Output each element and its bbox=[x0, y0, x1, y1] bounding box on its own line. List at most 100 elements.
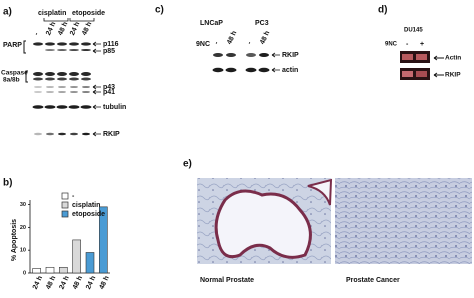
caption: Prostate Cancer bbox=[346, 277, 400, 284]
legend-swatch bbox=[61, 201, 69, 209]
group-label: etoposide bbox=[72, 10, 105, 17]
band bbox=[69, 49, 79, 51]
row-label: 8a/8b bbox=[3, 77, 20, 84]
band bbox=[32, 105, 44, 109]
band bbox=[81, 42, 91, 46]
x-tick-label: 48 h bbox=[45, 275, 57, 291]
band bbox=[58, 86, 66, 88]
x-tick-label: 48 h bbox=[72, 275, 84, 291]
band bbox=[69, 77, 79, 81]
lane-label: 48 h bbox=[57, 21, 69, 37]
band bbox=[82, 86, 90, 88]
row-label: PARP bbox=[3, 42, 22, 49]
cell-line: PC3 bbox=[255, 20, 269, 27]
band bbox=[56, 105, 68, 109]
band-label: p41 bbox=[103, 89, 115, 96]
band bbox=[69, 72, 79, 76]
band bbox=[246, 53, 256, 57]
band bbox=[82, 91, 90, 93]
band bbox=[80, 105, 92, 109]
legend-label: etoposide bbox=[72, 211, 105, 218]
x-tick-label: 24 h bbox=[32, 275, 44, 291]
band bbox=[81, 72, 91, 76]
band-label: RKIP bbox=[103, 131, 120, 138]
arrow bbox=[271, 67, 280, 73]
band-label: p85 bbox=[103, 48, 115, 55]
gland bbox=[214, 189, 312, 259]
arrow bbox=[92, 84, 101, 90]
bar bbox=[99, 206, 108, 274]
band bbox=[57, 77, 67, 81]
y-tick-label: 0 bbox=[23, 270, 26, 276]
legend-label: - bbox=[72, 193, 75, 200]
band bbox=[212, 67, 224, 73]
arrow bbox=[271, 52, 280, 58]
band bbox=[45, 72, 55, 76]
bracket bbox=[25, 70, 28, 83]
band bbox=[69, 42, 79, 46]
gland bbox=[307, 178, 333, 206]
band bbox=[245, 67, 257, 73]
band bbox=[58, 91, 66, 93]
panel-label: d) bbox=[378, 5, 387, 16]
lane-label: - bbox=[213, 40, 221, 46]
histology-image bbox=[335, 178, 472, 264]
arrow bbox=[92, 131, 101, 137]
x-tick-label: 24 h bbox=[58, 275, 70, 291]
panel-label: a) bbox=[3, 7, 12, 18]
band bbox=[82, 132, 90, 136]
band-label: actin bbox=[282, 67, 298, 74]
band bbox=[45, 42, 55, 46]
caption: Normal Prostate bbox=[200, 277, 254, 284]
legend-label: cisplatin bbox=[72, 202, 100, 209]
cell-line: DU145 bbox=[404, 28, 423, 34]
band bbox=[70, 86, 78, 88]
bar bbox=[32, 268, 41, 274]
band bbox=[81, 49, 91, 51]
band bbox=[46, 86, 54, 88]
band bbox=[226, 53, 236, 57]
lane-label: 48 h bbox=[226, 30, 238, 46]
panel-label: b) bbox=[3, 178, 12, 189]
band-label: RKIP bbox=[445, 72, 461, 79]
band bbox=[213, 53, 223, 57]
band bbox=[225, 67, 237, 73]
arrow bbox=[433, 55, 444, 78]
x-tick-label: 24 h bbox=[85, 275, 97, 291]
band bbox=[402, 54, 413, 60]
band bbox=[45, 49, 55, 51]
row-label: Caspase bbox=[1, 70, 28, 77]
band bbox=[46, 132, 54, 136]
bar bbox=[72, 239, 81, 274]
bar bbox=[59, 266, 68, 274]
bracket bbox=[43, 18, 95, 22]
panel-label: c) bbox=[155, 5, 164, 16]
lane-label: + bbox=[420, 41, 424, 48]
lane-label: 24 h bbox=[69, 21, 81, 37]
band bbox=[57, 49, 67, 51]
legend-swatch bbox=[61, 192, 69, 200]
lane-label: 24 h bbox=[45, 21, 57, 37]
band-label: Actin bbox=[445, 55, 461, 62]
y-axis-label: % Apoptosis bbox=[11, 219, 18, 261]
x-tick-label: 48 h bbox=[98, 275, 110, 291]
band bbox=[68, 105, 80, 109]
band bbox=[57, 42, 67, 46]
group-label: cisplatin bbox=[38, 10, 66, 17]
band-label: RKIP bbox=[282, 52, 299, 59]
band bbox=[70, 132, 78, 136]
legend-swatch bbox=[61, 210, 69, 218]
lane-label: - bbox=[406, 41, 409, 48]
band bbox=[46, 91, 54, 93]
band bbox=[33, 72, 43, 76]
band bbox=[258, 67, 270, 73]
band-label: tubulin bbox=[103, 104, 126, 111]
band bbox=[70, 91, 78, 93]
band bbox=[44, 105, 56, 109]
lane-label: 48 h bbox=[259, 30, 271, 46]
treatment: 9NC bbox=[196, 41, 210, 48]
band bbox=[33, 77, 43, 81]
cell-line: LNCaP bbox=[200, 20, 223, 27]
lane-label: - bbox=[246, 40, 254, 46]
